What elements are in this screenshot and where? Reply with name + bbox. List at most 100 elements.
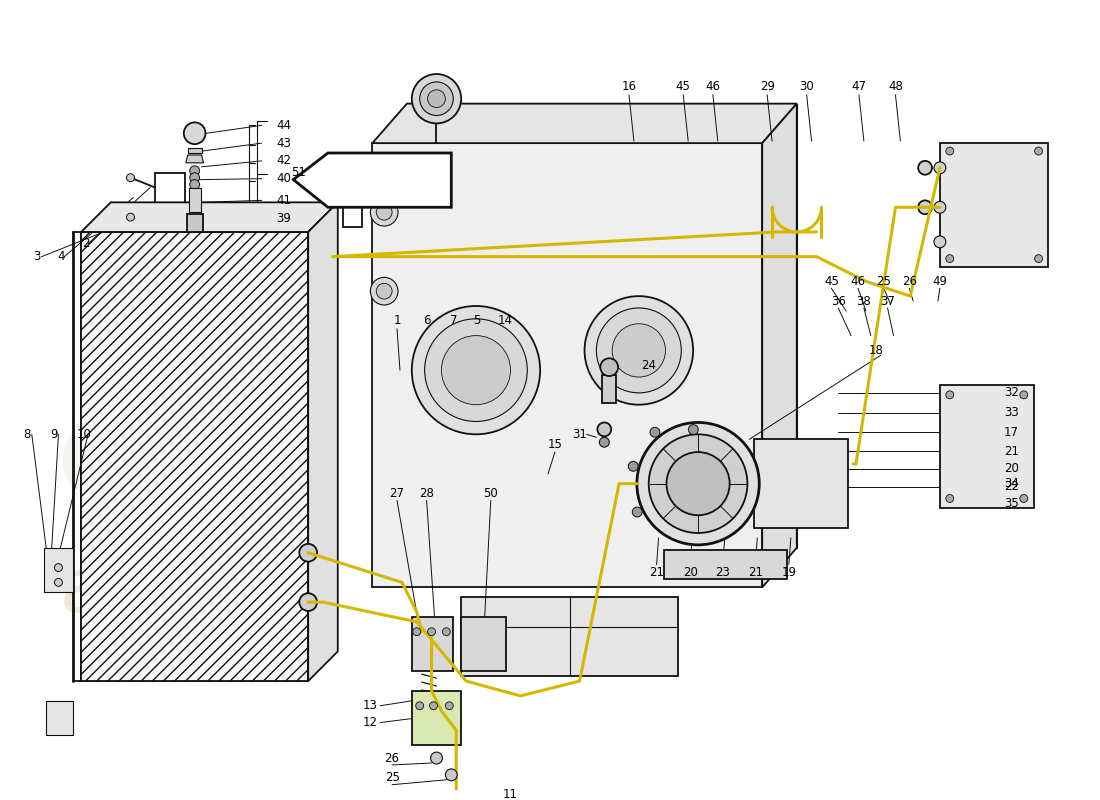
Text: 5: 5: [473, 314, 481, 327]
Circle shape: [632, 507, 642, 517]
Circle shape: [918, 200, 932, 214]
Text: el: el: [56, 377, 212, 526]
Circle shape: [376, 204, 392, 220]
Text: 22: 22: [1004, 480, 1019, 493]
Circle shape: [918, 161, 932, 174]
Text: 27: 27: [389, 487, 405, 500]
Text: 14: 14: [498, 314, 513, 327]
Text: 17: 17: [1004, 426, 1019, 439]
Circle shape: [689, 425, 698, 434]
Text: 36: 36: [830, 294, 846, 307]
Polygon shape: [308, 202, 338, 681]
Circle shape: [946, 254, 954, 262]
Circle shape: [597, 422, 612, 436]
Text: 51: 51: [292, 166, 306, 179]
Text: 8: 8: [23, 428, 31, 441]
Circle shape: [1020, 494, 1027, 502]
Text: 16: 16: [621, 80, 637, 94]
Text: 43: 43: [276, 137, 292, 150]
Polygon shape: [45, 701, 74, 735]
Circle shape: [649, 434, 747, 533]
Circle shape: [934, 236, 946, 248]
Bar: [188, 148, 201, 153]
Text: 19: 19: [781, 566, 796, 579]
Polygon shape: [762, 104, 796, 587]
Text: 13: 13: [362, 699, 377, 712]
Text: 24: 24: [641, 358, 657, 372]
Circle shape: [299, 544, 317, 562]
Circle shape: [628, 462, 638, 471]
Text: 20: 20: [683, 566, 697, 579]
Circle shape: [411, 74, 461, 123]
Circle shape: [446, 769, 458, 781]
Text: 21: 21: [649, 566, 664, 579]
Polygon shape: [186, 155, 204, 163]
Polygon shape: [44, 548, 74, 592]
Text: 20: 20: [1004, 462, 1019, 475]
Polygon shape: [755, 439, 848, 528]
Circle shape: [1035, 254, 1043, 262]
Text: 46: 46: [705, 80, 720, 94]
Text: 6: 6: [422, 314, 430, 327]
Circle shape: [934, 162, 946, 174]
Polygon shape: [663, 550, 786, 579]
Circle shape: [600, 438, 609, 447]
Bar: [461, 617, 506, 671]
Circle shape: [299, 594, 317, 611]
Circle shape: [946, 147, 954, 155]
Text: 18: 18: [868, 344, 883, 357]
Bar: [189, 187, 200, 212]
Text: 2: 2: [82, 238, 90, 250]
Text: 35: 35: [1004, 497, 1019, 510]
Circle shape: [442, 628, 450, 636]
Circle shape: [596, 308, 681, 393]
Text: 30: 30: [800, 80, 814, 94]
Text: 38: 38: [857, 294, 871, 307]
Circle shape: [946, 391, 954, 398]
Bar: [411, 617, 453, 671]
Text: 46: 46: [850, 275, 866, 288]
Text: 33: 33: [1004, 406, 1019, 419]
Text: 45: 45: [824, 275, 839, 288]
Circle shape: [934, 202, 946, 214]
Circle shape: [189, 180, 199, 190]
Polygon shape: [372, 104, 796, 143]
Text: 31: 31: [572, 428, 587, 441]
Circle shape: [584, 296, 693, 405]
Circle shape: [371, 278, 398, 305]
Text: 15: 15: [548, 438, 562, 450]
Polygon shape: [81, 202, 338, 232]
Circle shape: [441, 336, 510, 405]
Circle shape: [430, 752, 442, 764]
Text: 1: 1: [394, 314, 400, 327]
Text: 32: 32: [1004, 386, 1019, 399]
Text: 42: 42: [276, 154, 292, 167]
Bar: [411, 691, 461, 746]
Text: 26: 26: [385, 751, 399, 765]
Text: 40: 40: [276, 172, 292, 185]
Circle shape: [416, 702, 424, 710]
Circle shape: [189, 166, 199, 176]
Text: 21: 21: [748, 566, 762, 579]
Circle shape: [667, 452, 729, 515]
Circle shape: [371, 198, 398, 226]
Circle shape: [376, 283, 392, 299]
Text: 11: 11: [503, 788, 518, 800]
Text: 47: 47: [851, 80, 867, 94]
Bar: [939, 143, 1048, 266]
Circle shape: [425, 319, 527, 422]
Text: 39: 39: [276, 212, 292, 225]
Circle shape: [428, 90, 446, 107]
Text: 26: 26: [902, 275, 916, 288]
Text: 28: 28: [419, 487, 435, 500]
Text: 37: 37: [880, 294, 895, 307]
Text: 41: 41: [276, 194, 292, 207]
Bar: [603, 375, 616, 402]
Text: 25: 25: [877, 275, 891, 288]
Text: 23: 23: [715, 566, 730, 579]
Text: 49: 49: [933, 275, 947, 288]
Text: 4: 4: [57, 250, 65, 263]
Text: 7: 7: [450, 314, 456, 327]
Polygon shape: [294, 153, 451, 207]
Text: 25: 25: [385, 771, 399, 784]
